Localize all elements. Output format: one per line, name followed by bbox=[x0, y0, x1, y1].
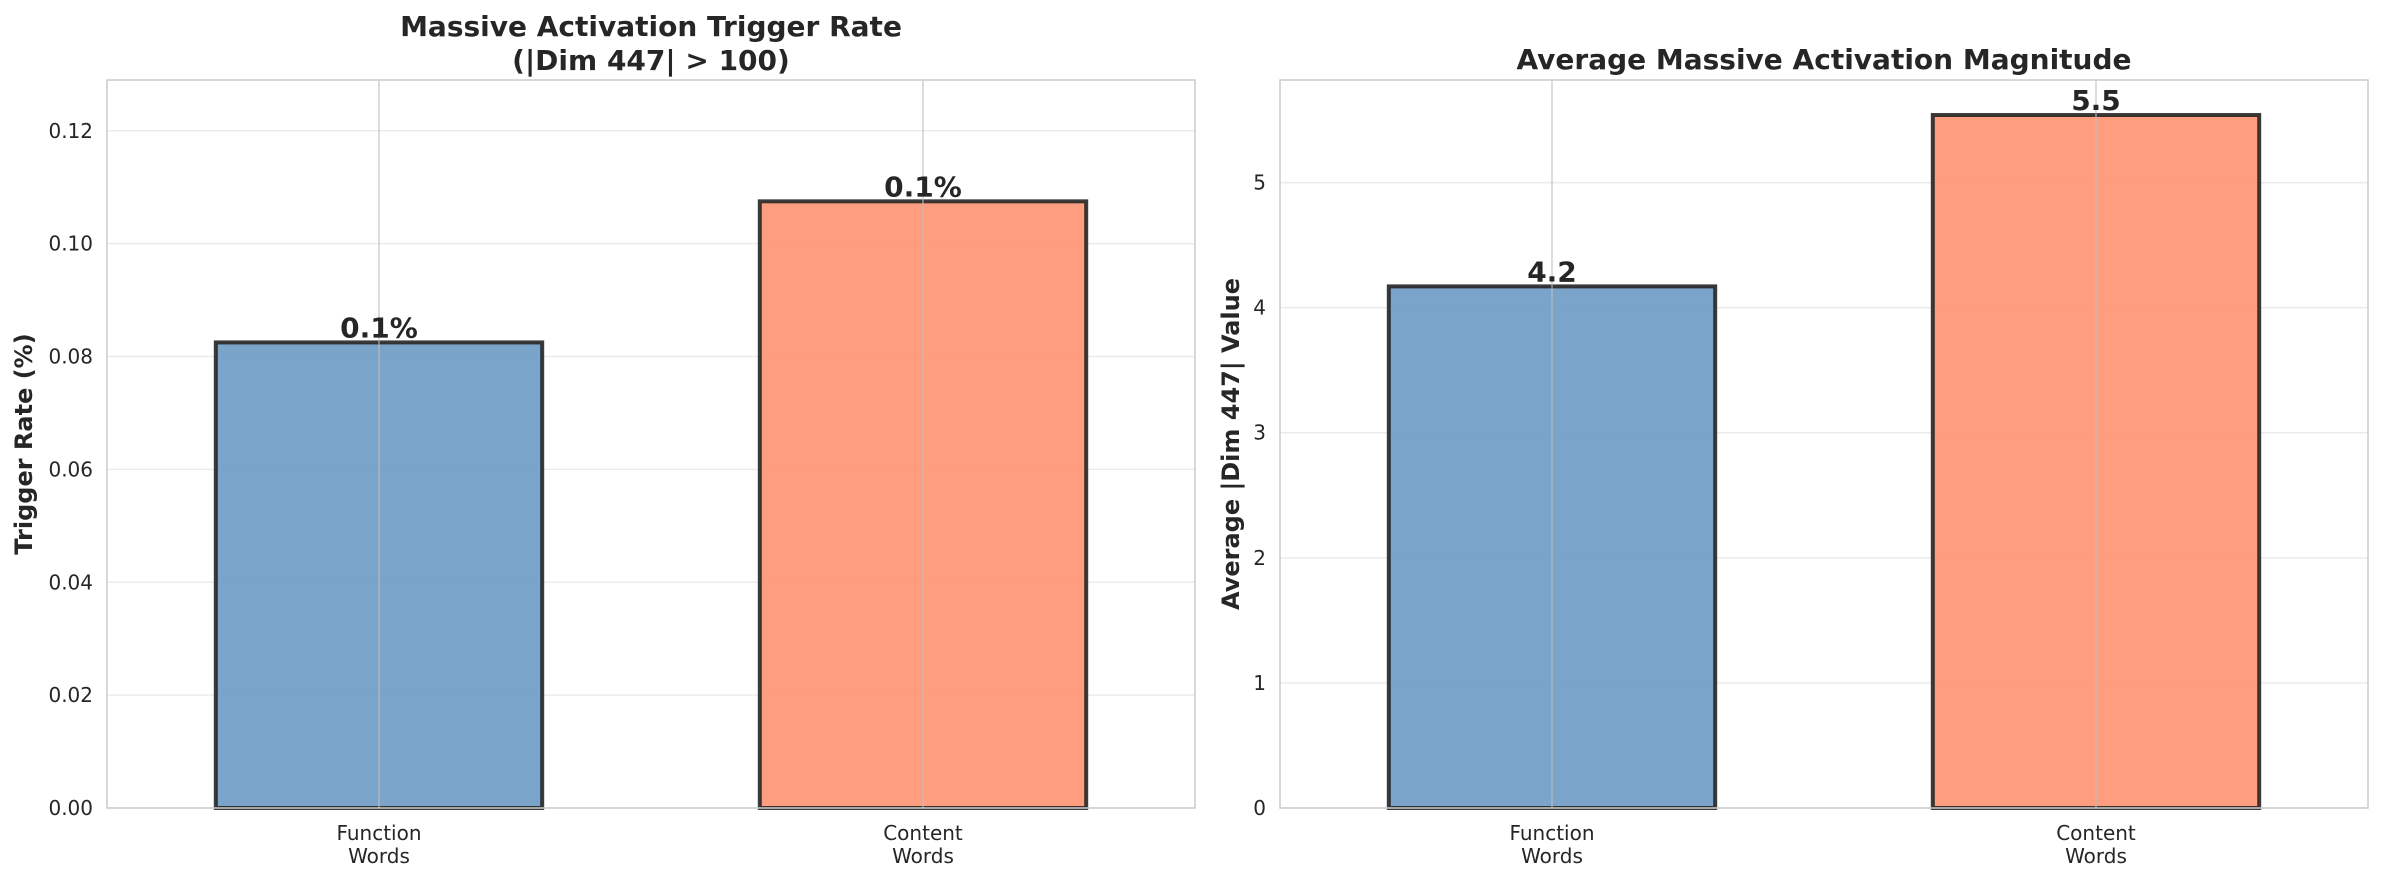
plot-frame bbox=[1279, 79, 2369, 809]
x-tick-label: Words bbox=[1521, 844, 1583, 868]
y-tick-label: 2 bbox=[1253, 546, 1266, 570]
y-tick-label: 0.06 bbox=[48, 457, 93, 481]
y-tick-label: 0.02 bbox=[48, 683, 93, 707]
chart-title: Average Massive Activation Magnitude bbox=[1516, 43, 2131, 76]
y-tick-label: 0.10 bbox=[48, 232, 93, 256]
data-label: 0.1% bbox=[884, 170, 962, 203]
y-tick-label: 3 bbox=[1253, 421, 1266, 445]
x-tick-label: Function bbox=[1509, 821, 1594, 845]
y-tick-label: 1 bbox=[1253, 671, 1266, 695]
trigger-rate-chart: 0.000.020.040.060.080.100.12FunctionWord… bbox=[10, 10, 1196, 868]
y-tick-label: 0.12 bbox=[48, 119, 93, 143]
x-tick-label: Words bbox=[348, 844, 410, 868]
plot-frame bbox=[106, 79, 1196, 809]
chart-title: Massive Activation Trigger Rate bbox=[400, 10, 902, 43]
data-label: 0.1% bbox=[340, 311, 418, 344]
x-tick-label: Words bbox=[892, 844, 954, 868]
x-tick-label: Content bbox=[2056, 821, 2136, 845]
y-axis-label: Trigger Rate (%) bbox=[10, 333, 38, 554]
x-tick-label: Words bbox=[2065, 844, 2127, 868]
chart-title: (|Dim 447| > 100) bbox=[512, 44, 790, 77]
y-tick-label: 0.04 bbox=[48, 570, 93, 594]
y-tick-label: 0 bbox=[1253, 796, 1266, 820]
data-label: 5.5 bbox=[2071, 84, 2121, 117]
data-label: 4.2 bbox=[1527, 255, 1577, 288]
y-tick-label: 0.08 bbox=[48, 345, 93, 369]
magnitude-chart: 012345FunctionWordsContentWords4.25.5Ave… bbox=[1217, 43, 2369, 868]
x-tick-label: Content bbox=[883, 821, 963, 845]
y-axis-label: Average |Dim 447| Value bbox=[1217, 278, 1245, 610]
x-tick-label: Function bbox=[336, 821, 421, 845]
y-tick-label: 5 bbox=[1253, 171, 1266, 195]
y-tick-label: 4 bbox=[1253, 296, 1266, 320]
y-tick-label: 0.00 bbox=[48, 796, 93, 820]
